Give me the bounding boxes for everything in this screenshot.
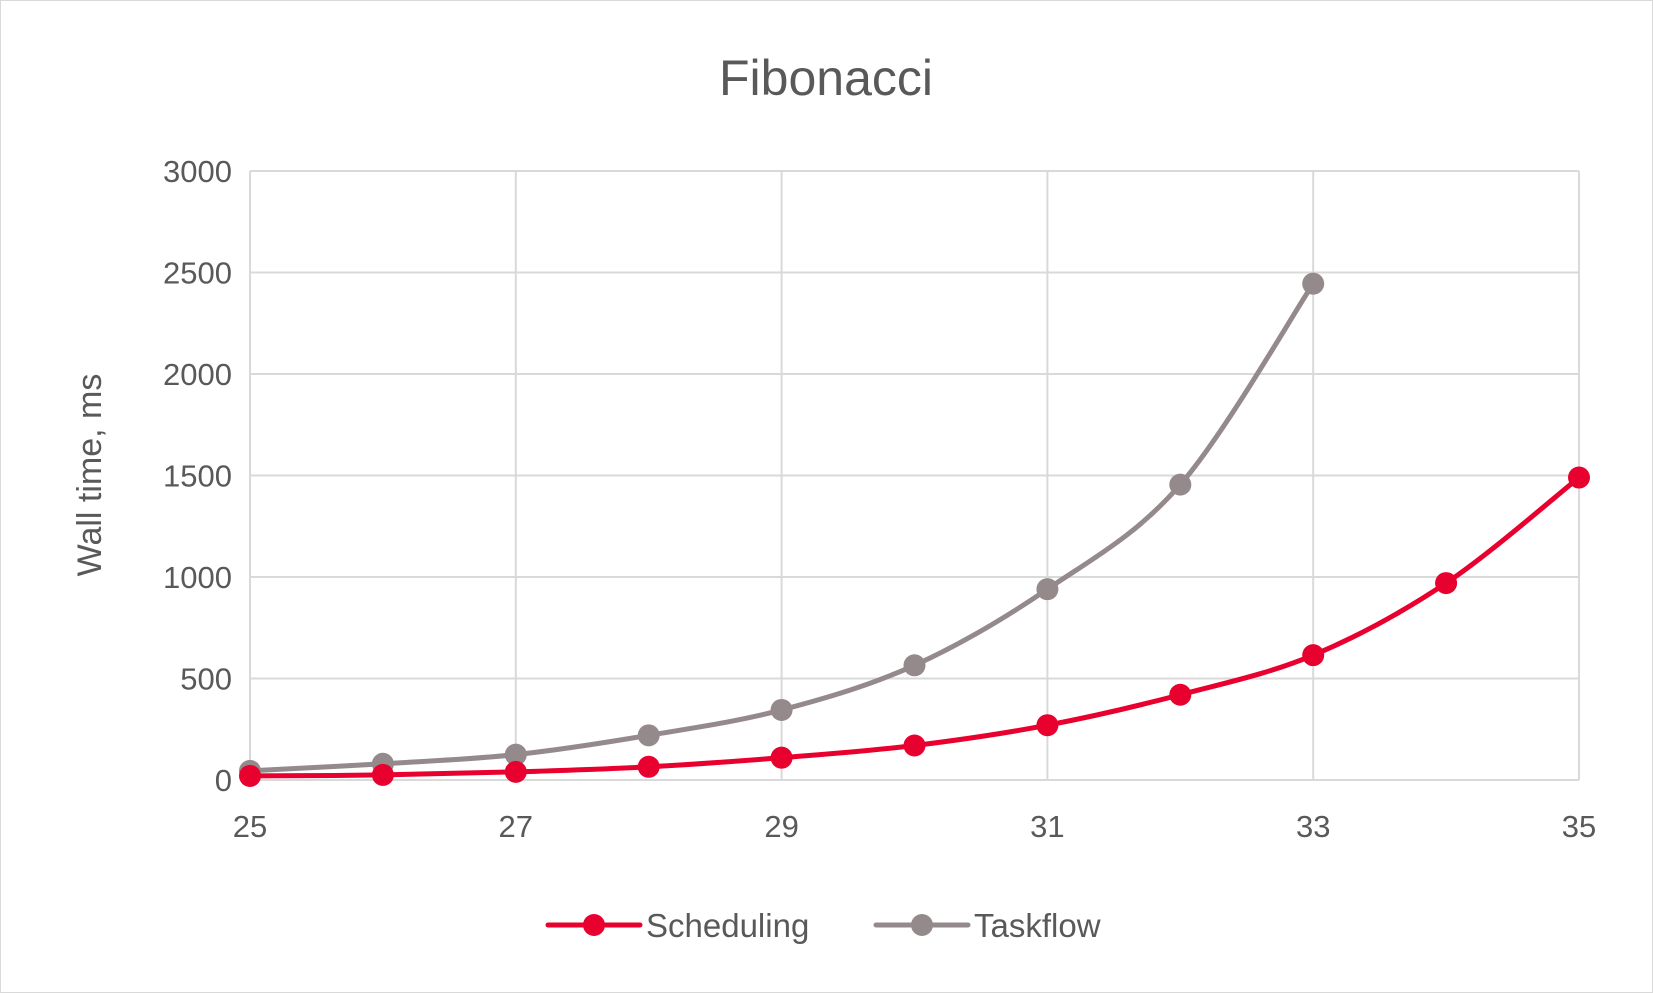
series-taskflow [239, 272, 1325, 782]
y-tick-label: 2500 [163, 256, 232, 291]
data-point [770, 698, 793, 721]
x-tick-label: 25 [233, 809, 267, 844]
y-tick-label: 500 [180, 662, 232, 697]
data-point [1169, 473, 1192, 496]
series-line [247, 281, 1316, 774]
data-point [770, 746, 793, 769]
series-scheduling [239, 466, 1590, 787]
data-point [504, 760, 527, 783]
data-point [239, 764, 261, 787]
x-tick-label: 35 [1562, 809, 1596, 844]
x-tick-label: 31 [1030, 809, 1064, 844]
series-line [247, 475, 1582, 779]
y-tick-label: 1500 [163, 459, 232, 494]
data-point [903, 654, 926, 677]
data-point [1036, 714, 1059, 737]
gridlines [249, 170, 1580, 781]
y-tick-label: 1000 [163, 560, 232, 595]
y-axis-ticks: 0 500 1000 1500 2000 2500 3000 [163, 154, 232, 798]
legend-marker [583, 914, 605, 936]
data-point [371, 763, 394, 786]
x-axis-ticks: 25 27 29 31 33 35 [233, 809, 1596, 844]
legend-label: Scheduling [646, 907, 809, 944]
y-tick-label: 2000 [163, 357, 232, 392]
y-tick-label: 3000 [163, 154, 232, 189]
data-point [1036, 578, 1059, 601]
series-layer [239, 272, 1590, 787]
legend-marker [911, 914, 933, 936]
data-point [637, 724, 660, 747]
data-point [1302, 644, 1325, 667]
data-point [903, 734, 926, 757]
data-point [1568, 466, 1590, 489]
data-point [504, 743, 527, 766]
data-point [1169, 683, 1192, 706]
chart-title: Fibonacci [719, 50, 933, 106]
legend-item-scheduling: Scheduling [545, 907, 809, 944]
y-axis-title: Wall time, ms [71, 374, 109, 577]
x-tick-label: 33 [1296, 809, 1330, 844]
legend-item-taskflow: Taskflow [873, 907, 1101, 944]
data-point [637, 755, 660, 778]
legend-label: Taskflow [974, 907, 1101, 944]
data-point [1435, 572, 1458, 595]
y-tick-label: 0 [215, 763, 232, 798]
x-tick-label: 27 [499, 809, 533, 844]
data-point [1302, 272, 1325, 295]
x-tick-label: 29 [764, 809, 798, 844]
legend: Scheduling Taskflow [545, 907, 1101, 944]
